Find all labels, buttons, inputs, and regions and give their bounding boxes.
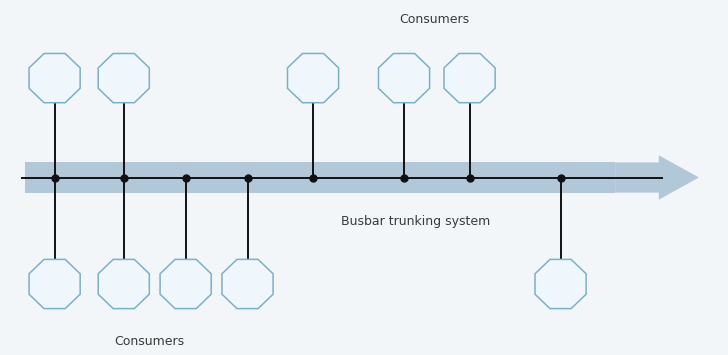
Polygon shape bbox=[98, 54, 149, 103]
Polygon shape bbox=[222, 260, 273, 308]
Polygon shape bbox=[379, 54, 430, 103]
Text: Busbar trunking system: Busbar trunking system bbox=[341, 215, 490, 228]
Polygon shape bbox=[444, 54, 495, 103]
Polygon shape bbox=[535, 260, 586, 308]
Polygon shape bbox=[288, 54, 339, 103]
Polygon shape bbox=[615, 155, 699, 200]
Text: Consumers: Consumers bbox=[400, 13, 470, 26]
FancyBboxPatch shape bbox=[25, 162, 615, 192]
Polygon shape bbox=[29, 260, 80, 308]
Text: Consumers: Consumers bbox=[114, 335, 184, 348]
Polygon shape bbox=[29, 54, 80, 103]
Polygon shape bbox=[98, 260, 149, 308]
Polygon shape bbox=[160, 260, 211, 308]
